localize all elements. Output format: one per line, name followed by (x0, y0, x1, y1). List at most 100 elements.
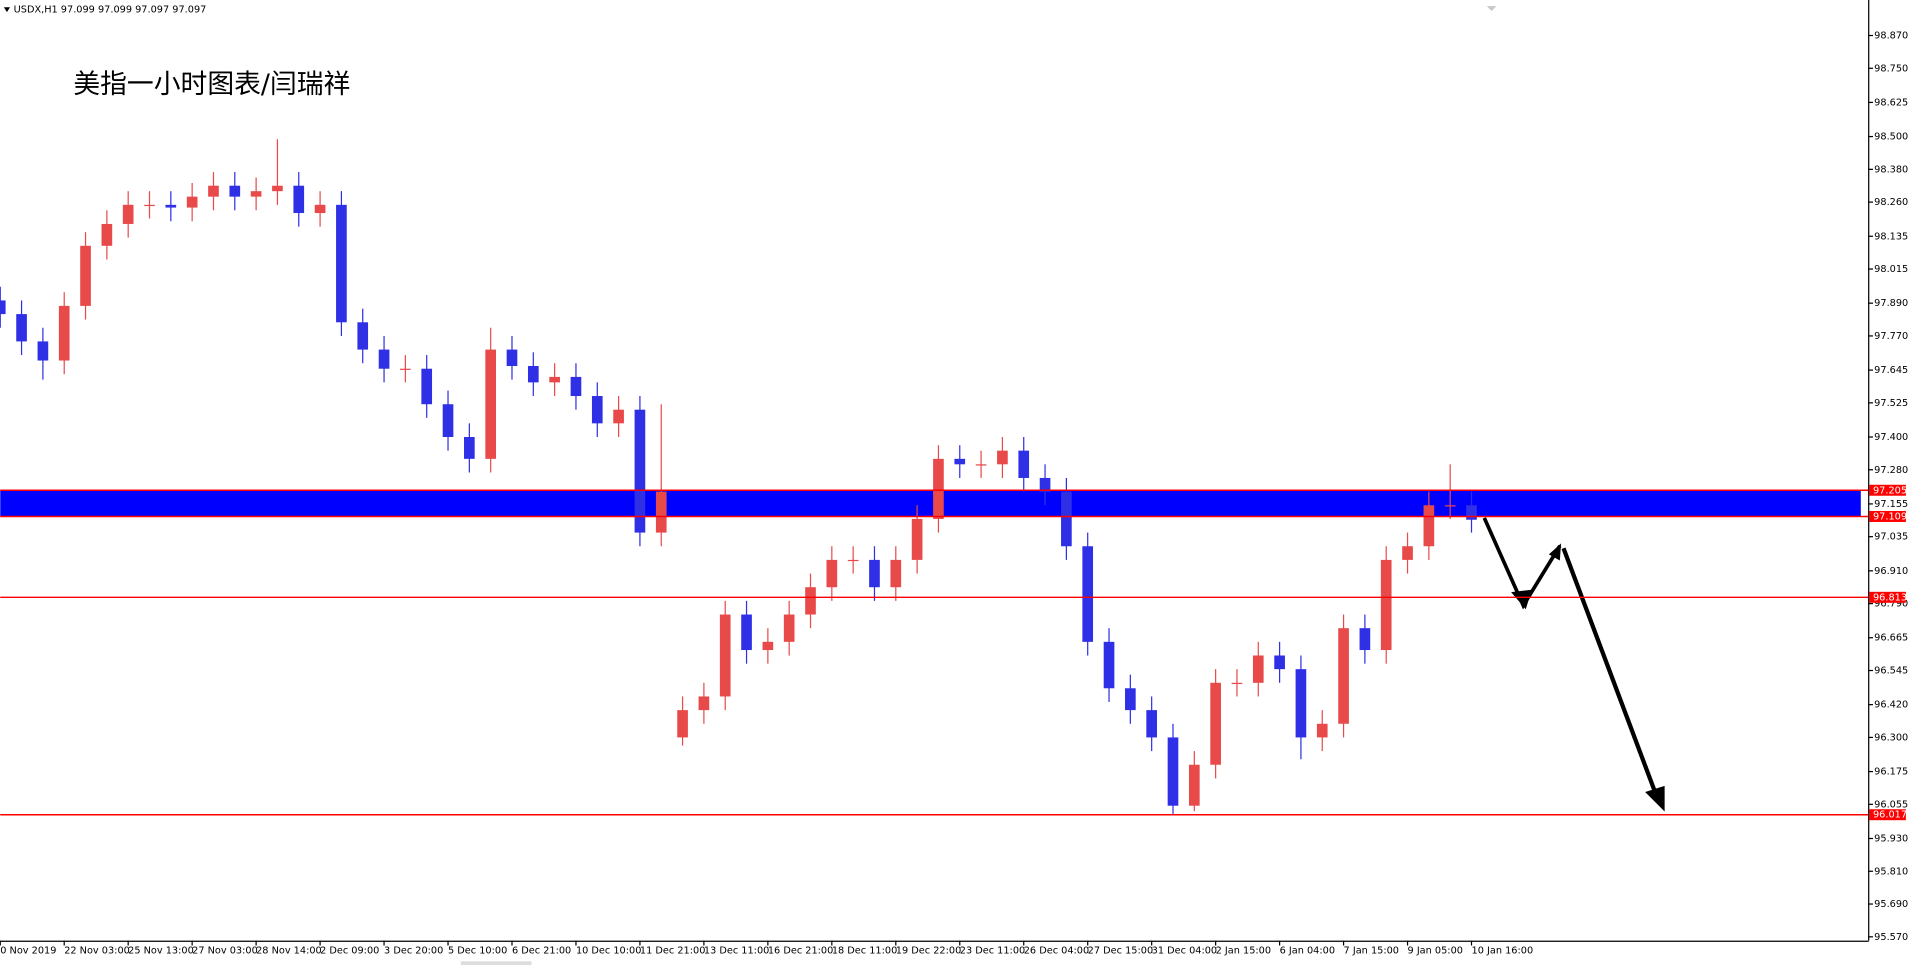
y-tick-label: 96.175 (1874, 767, 1908, 778)
plot-area (0, 139, 1861, 814)
x-tick-label: 2 Dec 09:00 (320, 945, 379, 956)
x-tick-label: 18 Dec 11:00 (832, 945, 897, 956)
candle (1252, 641, 1264, 697)
candle-body (506, 349, 518, 366)
candle (293, 172, 305, 227)
candle-body (719, 614, 731, 697)
y-tick-label: 96.420 (1874, 700, 1908, 711)
candle (357, 308, 369, 364)
candle-body (80, 245, 91, 306)
candle (208, 172, 219, 211)
candle (1295, 655, 1307, 760)
candle-body (741, 614, 752, 651)
candle (0, 286, 6, 328)
candle-body (144, 204, 155, 207)
candle-body (655, 491, 667, 533)
candle (783, 600, 795, 656)
level-label: 96.813 (1873, 592, 1907, 603)
candle (1061, 477, 1072, 560)
candle (506, 335, 518, 380)
candle (762, 628, 774, 664)
x-tick-label: 27 Nov 03:00 (192, 945, 258, 956)
y-tick-label: 98.625 (1874, 97, 1908, 108)
candle-body (1316, 723, 1328, 738)
candle (1274, 641, 1285, 683)
candle-body (1295, 669, 1307, 738)
candle (1466, 491, 1477, 533)
candle-body (591, 396, 603, 424)
y-tick-label: 95.930 (1874, 833, 1908, 844)
candle-body (464, 436, 475, 459)
candle (1380, 546, 1392, 664)
candle-body (1444, 505, 1456, 507)
candle-body (272, 185, 283, 192)
candle-body (890, 559, 902, 588)
y-tick-label: 96.910 (1874, 566, 1908, 577)
candle-body (634, 409, 646, 533)
candle-body (16, 314, 27, 342)
candle (549, 363, 560, 397)
x-tick-label: 5 Dec 10:00 (448, 945, 507, 956)
y-tick-label: 95.690 (1874, 899, 1908, 910)
x-tick-label: 19 Dec 22:00 (896, 945, 961, 956)
candle (1444, 464, 1456, 519)
x-tick-label: 6 Jan 04:00 (1280, 945, 1335, 956)
candle (1188, 751, 1200, 812)
scrollbar[interactable] (460, 961, 532, 965)
candle (378, 335, 390, 383)
candle-body (442, 404, 454, 437)
candle (101, 210, 113, 260)
candle (570, 363, 582, 410)
candle (1316, 710, 1328, 752)
candle-body (954, 458, 966, 465)
candle-body (1188, 764, 1200, 806)
level-label: 96.017 (1873, 810, 1907, 821)
candle-body (1167, 737, 1179, 806)
y-tick-label: 98.015 (1874, 264, 1908, 275)
candle-body (677, 710, 688, 738)
candle (847, 546, 859, 574)
candle-body (1423, 505, 1435, 547)
candle-body (165, 204, 177, 208)
x-tick-label: 13 Dec 11:00 (704, 945, 769, 956)
x-tick-label: 27 Dec 15:00 (1088, 945, 1153, 956)
x-tick-label: 22 Nov 03:00 (64, 945, 130, 956)
y-tick-label: 96.545 (1874, 666, 1908, 677)
candle-body (783, 614, 795, 642)
candle-body (570, 376, 582, 397)
candle (400, 355, 411, 383)
x-tick-label: 16 Dec 21:00 (768, 945, 833, 956)
y-tick-label: 97.280 (1874, 465, 1908, 476)
candle (933, 445, 944, 533)
candle-body (975, 464, 987, 466)
x-tick-label: 3 Dec 20:00 (384, 945, 443, 956)
level-tag (1869, 510, 1906, 522)
y-tick-label: 96.790 (1874, 599, 1908, 610)
candle-body (847, 559, 859, 562)
arrow-head (1645, 785, 1665, 812)
candle (1231, 669, 1243, 697)
candle-body (208, 185, 219, 197)
x-tick-label: 25 Nov 13:00 (128, 945, 194, 956)
y-tick-label: 96.300 (1874, 732, 1908, 743)
level-tag (1869, 809, 1906, 821)
y-tick-label: 98.260 (1874, 197, 1908, 208)
candle (591, 382, 603, 437)
candle (826, 546, 838, 601)
candle (698, 682, 710, 724)
candle-body (37, 341, 49, 361)
candle-body (527, 365, 539, 383)
y-tick-label: 98.380 (1874, 164, 1908, 175)
y-tick-label: 97.525 (1874, 398, 1908, 409)
menu-arrow[interactable] (3, 7, 10, 13)
candle (1359, 614, 1371, 664)
candle-body (314, 204, 326, 214)
candle-body (1231, 682, 1243, 685)
candle (1402, 532, 1413, 574)
candle (16, 300, 27, 356)
level-tag (1869, 484, 1906, 496)
candle (314, 191, 326, 227)
candle-body (1252, 655, 1264, 683)
